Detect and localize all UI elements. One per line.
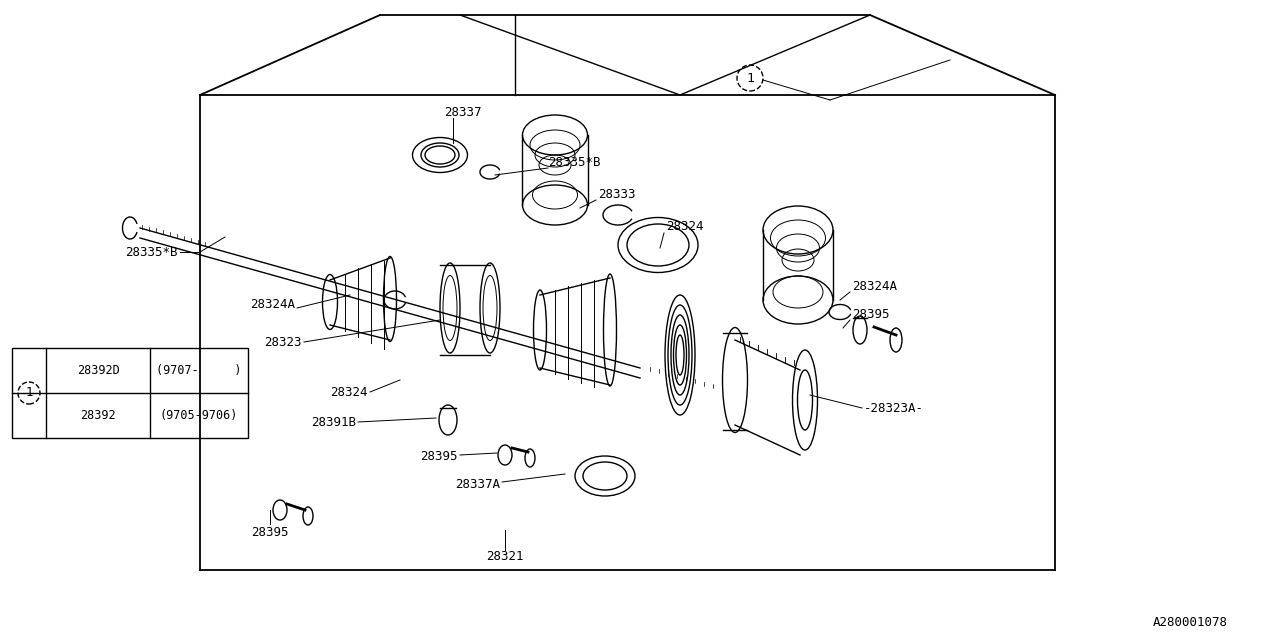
Text: 28321: 28321 xyxy=(486,550,524,563)
Text: 28395: 28395 xyxy=(251,525,289,538)
Text: 28335*B: 28335*B xyxy=(125,246,178,259)
Bar xyxy=(12,348,248,438)
Text: 28333: 28333 xyxy=(598,189,635,202)
Text: 28392: 28392 xyxy=(81,409,115,422)
Text: 28324: 28324 xyxy=(666,220,704,232)
Text: 28392D: 28392D xyxy=(77,364,119,377)
Text: A280001078: A280001078 xyxy=(1152,616,1228,628)
Text: 28324A: 28324A xyxy=(250,298,294,312)
Text: 28323: 28323 xyxy=(265,335,302,349)
Text: 28391B: 28391B xyxy=(311,415,356,429)
Text: 1: 1 xyxy=(26,387,33,399)
Text: 28335*B: 28335*B xyxy=(548,156,600,168)
Text: 28324: 28324 xyxy=(330,385,369,399)
Text: 28324A: 28324A xyxy=(852,280,897,292)
Text: 28337: 28337 xyxy=(444,106,481,118)
Text: -28323A-: -28323A- xyxy=(864,401,924,415)
Text: 1: 1 xyxy=(746,72,754,84)
Text: 28395: 28395 xyxy=(421,451,458,463)
Text: (9707-     ): (9707- ) xyxy=(156,364,242,377)
Text: 28337A: 28337A xyxy=(454,479,500,492)
Text: 28395: 28395 xyxy=(852,308,890,321)
Text: (9705-9706): (9705-9706) xyxy=(160,409,238,422)
